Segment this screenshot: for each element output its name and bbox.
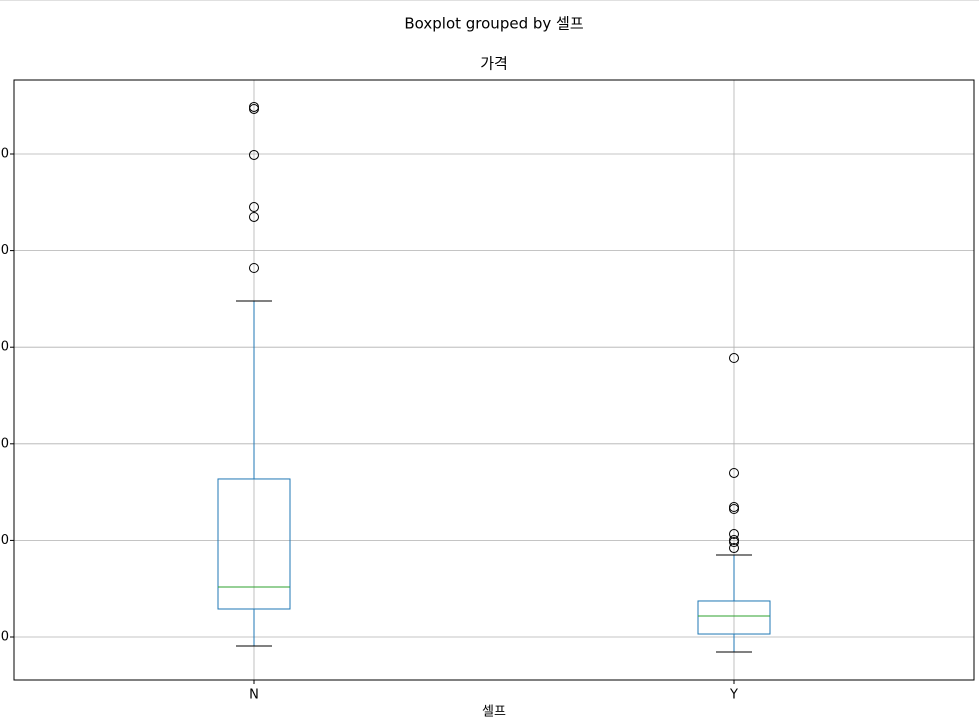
outlier <box>249 262 259 273</box>
outlier <box>249 202 259 213</box>
box <box>697 600 771 635</box>
y-tick-label: 0 <box>1 340 9 355</box>
y-tick-label: 0 <box>1 243 9 258</box>
y-tick-label: 0 <box>1 533 9 548</box>
y-tick-label: 0 <box>1 436 9 451</box>
outlier <box>729 467 739 478</box>
outlier <box>729 543 739 554</box>
outlier <box>729 353 739 364</box>
outlier <box>729 504 739 515</box>
box <box>217 478 291 610</box>
x-axis-label: 셀프 <box>482 705 506 720</box>
outlier <box>249 103 259 114</box>
x-tick-label: Y <box>729 688 738 703</box>
y-tick-label: 0 <box>1 146 9 161</box>
y-tick-label: 0 <box>1 630 9 645</box>
outlier <box>249 211 259 222</box>
plot-frame <box>13 79 975 681</box>
outlier <box>729 529 739 540</box>
chart-title: 가격 <box>480 55 508 73</box>
outlier <box>729 537 739 548</box>
outlier <box>249 149 259 160</box>
x-tick-label: N <box>249 688 259 703</box>
chart-suptitle: Boxplot grouped by 셀프 <box>404 15 583 33</box>
